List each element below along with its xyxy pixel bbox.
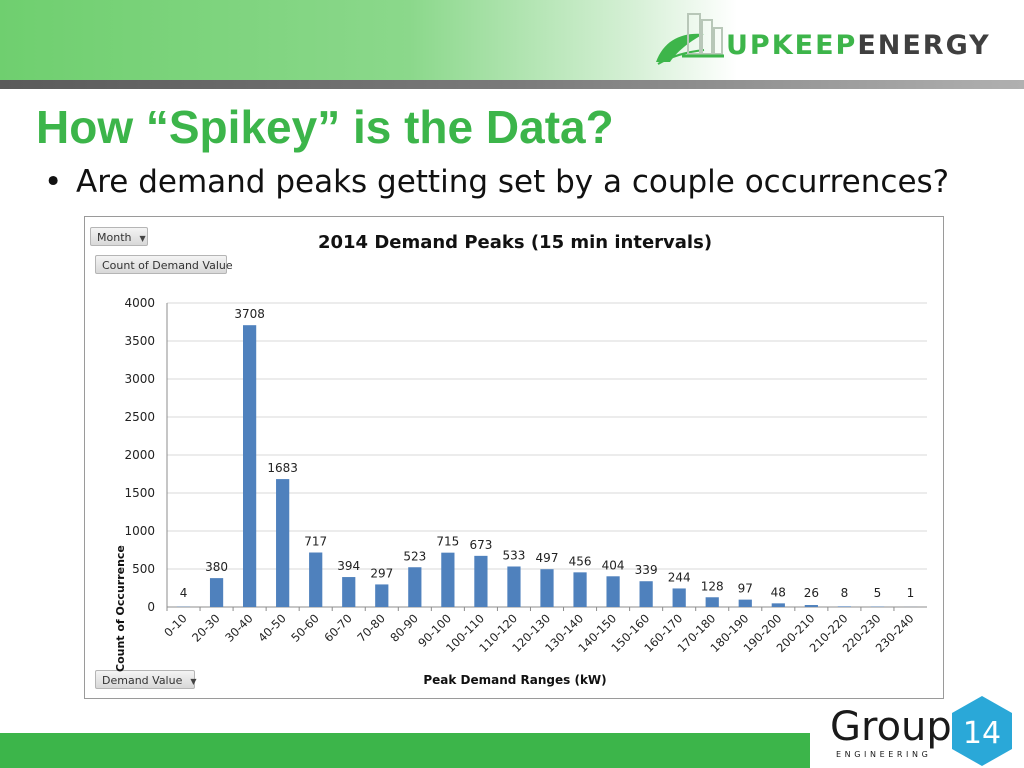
bullet-text: Are demand peaks getting set by a couple… xyxy=(76,164,950,200)
y-tick-label: 2500 xyxy=(124,410,155,424)
header-band xyxy=(0,0,1024,80)
data-label: 456 xyxy=(569,554,592,568)
logo-brand-part2: ENERGY xyxy=(857,30,991,61)
bar xyxy=(276,479,290,607)
value-field-button[interactable]: Count of Demand Value xyxy=(95,255,233,274)
bar xyxy=(540,569,554,607)
header-divider xyxy=(0,80,1024,89)
x-tick-label: 20-30 xyxy=(189,611,223,645)
bar xyxy=(243,325,257,607)
bar xyxy=(837,606,851,607)
data-label: 339 xyxy=(635,563,658,577)
x-tick-label: 0-10 xyxy=(161,611,189,639)
data-label: 8 xyxy=(841,586,849,600)
footer-band xyxy=(0,733,810,768)
data-label: 128 xyxy=(701,579,724,593)
bar xyxy=(639,581,653,607)
data-label: 1 xyxy=(907,586,915,600)
chevron-down-icon: ▼ xyxy=(139,234,146,243)
data-label: 4 xyxy=(180,586,188,600)
x-tick-label: 70-80 xyxy=(354,611,388,645)
bar xyxy=(507,566,521,607)
axis-field-label: Demand Value xyxy=(102,674,183,687)
value-field-label: Count of Demand Value xyxy=(102,259,233,272)
data-label: 533 xyxy=(503,548,526,562)
data-label: 717 xyxy=(304,535,327,549)
x-tick-label: 30-40 xyxy=(222,611,256,645)
chevron-down-icon: ▼ xyxy=(190,677,197,686)
hexagon-badge-icon: 14 xyxy=(952,696,1012,766)
data-label: 26 xyxy=(804,586,819,600)
x-axis-label: Peak Demand Ranges (kW) xyxy=(423,673,607,687)
bar xyxy=(705,597,719,607)
data-label: 715 xyxy=(436,535,459,549)
bar xyxy=(573,572,587,607)
data-label: 244 xyxy=(668,570,691,584)
data-label: 404 xyxy=(602,558,625,572)
y-tick-label: 3500 xyxy=(124,334,155,348)
month-filter-button[interactable]: Month ▼ xyxy=(90,227,148,246)
pivot-chart: Month ▼ Count of Demand Value Demand Valu… xyxy=(84,216,944,699)
bar xyxy=(474,555,488,607)
y-tick-label: 3000 xyxy=(124,372,155,386)
x-tick-label: 60-70 xyxy=(321,611,355,645)
chart-plot-area: 0 500 1000 1500 2000 2500 3000 3500 4000 4 0-10 380… xyxy=(124,296,927,655)
data-label: 97 xyxy=(738,582,753,596)
group14-logo: Group ENGINEERING 14 xyxy=(826,694,1024,768)
bar xyxy=(738,599,752,607)
x-tick-label: 40-50 xyxy=(255,611,289,645)
data-label: 523 xyxy=(403,549,426,563)
bar xyxy=(804,605,818,607)
bar xyxy=(408,567,422,607)
building-leaf-icon xyxy=(656,13,724,65)
bar xyxy=(209,578,224,607)
bar xyxy=(672,588,686,607)
data-label: 380 xyxy=(205,560,228,574)
upkeep-energy-logo: UPKEEPENERGY xyxy=(652,10,1020,74)
slide-title: How “Spikey” is the Data? xyxy=(36,101,614,153)
bullet-dot-icon: • xyxy=(44,164,63,200)
data-label: 1683 xyxy=(267,461,298,475)
logo-wordmark: UPKEEPENERGY xyxy=(726,30,991,61)
bar xyxy=(342,577,356,607)
bar xyxy=(441,552,455,607)
y-tick-label: 0 xyxy=(147,600,155,614)
bar xyxy=(375,584,389,607)
y-tick-label: 2000 xyxy=(124,448,155,462)
y-tick-label: 4000 xyxy=(124,296,155,310)
y-tick-label: 1000 xyxy=(124,524,155,538)
y-tick-label: 1500 xyxy=(124,486,155,500)
data-label: 673 xyxy=(469,538,492,552)
data-label: 497 xyxy=(536,551,559,565)
month-filter-label: Month xyxy=(97,231,132,244)
bar xyxy=(309,552,323,607)
data-label: 5 xyxy=(874,586,882,600)
logo-subtitle: ENGINEERING xyxy=(836,750,932,759)
logo-number: 14 xyxy=(963,716,1001,751)
logo-word: Group xyxy=(830,704,952,750)
data-label: 48 xyxy=(771,585,786,599)
bar xyxy=(771,603,785,607)
bar xyxy=(606,576,620,607)
x-tick-label: 50-60 xyxy=(288,611,322,645)
logo-brand-part1: UPKEEP xyxy=(726,30,858,61)
axis-field-button[interactable]: Demand Value ▼ xyxy=(95,670,197,689)
data-label: 297 xyxy=(370,566,393,580)
chart-title: 2014 Demand Peaks (15 min intervals) xyxy=(317,232,713,253)
y-tick-label: 500 xyxy=(132,562,155,576)
data-label: 394 xyxy=(337,559,360,573)
data-label: 3708 xyxy=(234,307,265,321)
